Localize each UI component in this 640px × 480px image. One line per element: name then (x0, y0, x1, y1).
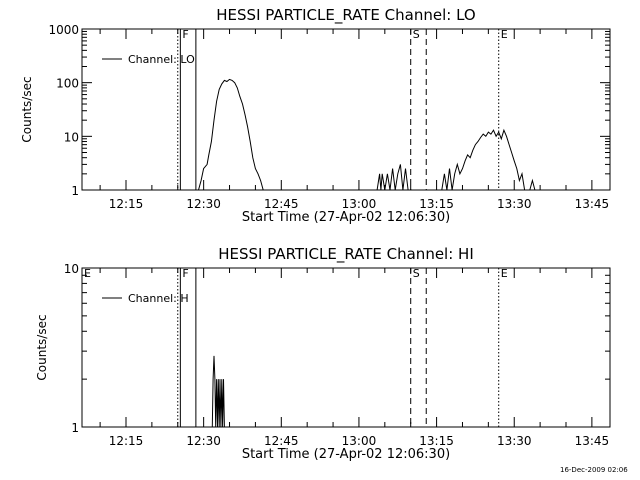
y-tick-label: 10 (64, 130, 79, 144)
event-marker-f: F (182, 28, 188, 41)
chart-title: HESSI PARTICLE_RATE Channel: LO (216, 6, 475, 25)
plot-timestamp: 16-Dec-2009 02:06 (560, 466, 628, 474)
x-tick-label: 13:00 (342, 434, 377, 448)
x-tick-label: 13:30 (497, 434, 532, 448)
legend-label: Channel: H (128, 292, 189, 305)
y-axis-label: Counts/sec (35, 314, 49, 380)
x-tick-label: 12:45 (264, 197, 299, 211)
x-tick-label: 13:15 (419, 434, 454, 448)
x-tick-label: 13:45 (575, 434, 610, 448)
y-axis-label: Counts/sec (20, 76, 34, 142)
chart-panel-hi: HESSI PARTICLE_RATE Channel: HI 1 10 12:15 1… (35, 245, 611, 462)
series-line-segment-1 (376, 164, 409, 191)
x-tick-label: 13:45 (575, 197, 610, 211)
y-tick-label: 1000 (48, 23, 79, 37)
legend-label: Channel: LO (128, 53, 195, 66)
event-marker-f: F (182, 267, 188, 280)
x-tick-label: 13:00 (342, 197, 377, 211)
x-axis-label: Start Time (27-Apr-02 12:06:30) (242, 210, 450, 225)
y-tick-label: 1 (71, 184, 79, 198)
x-tick-label: 12:15 (109, 434, 144, 448)
x-tick-label: 12:45 (264, 434, 299, 448)
x-tick-label: 13:30 (497, 197, 532, 211)
event-marker-e: E (501, 28, 508, 41)
plot-frame (81, 267, 611, 428)
x-tick-label: 12:30 (186, 434, 221, 448)
series-line-segment-0 (198, 78, 264, 191)
series-line-segment-0 (211, 355, 225, 428)
x-tick-label: 12:30 (186, 197, 221, 211)
event-marker-s: S (413, 267, 420, 280)
chart-title: HESSI PARTICLE_RATE Channel: HI (218, 245, 474, 264)
chart-panel-lo: HESSI PARTICLE_RATE Channel: LO 1 10 100 100… (20, 6, 611, 225)
y-tick-label: 10 (64, 262, 79, 276)
series-line-segment-2 (441, 128, 536, 191)
y-tick-label: 100 (56, 77, 79, 91)
y-tick-label: 1 (71, 421, 79, 435)
x-axis-label: Start Time (27-Apr-02 12:06:30) (242, 447, 450, 462)
x-tick-label: 12:15 (109, 197, 144, 211)
event-marker-e: E (84, 267, 91, 280)
x-tick-label: 13:15 (419, 197, 454, 211)
event-marker-s: S (413, 28, 420, 41)
event-marker-e: E (501, 267, 508, 280)
